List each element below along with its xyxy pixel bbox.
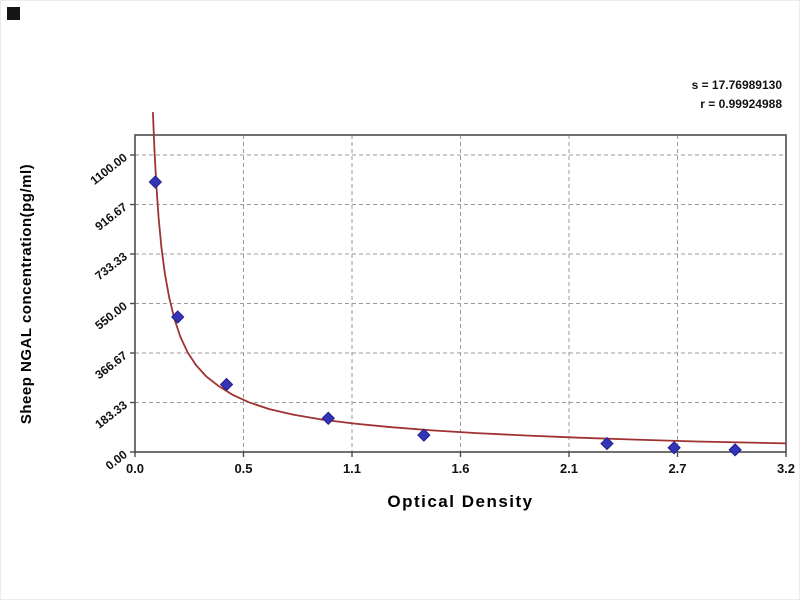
data-point-marker <box>667 441 681 455</box>
fit-curve-line <box>152 112 787 445</box>
x-tick-label: 2.7 <box>668 461 686 476</box>
data-point-marker <box>600 436 614 451</box>
data-point-marker <box>321 411 335 425</box>
x-axis-title: Optical Density <box>387 492 534 511</box>
fit-parameter-s: s = 17.76989130 <box>691 78 782 92</box>
corner-mark <box>7 7 20 20</box>
y-tick-label: 550.00 <box>92 299 130 333</box>
x-tick-label: 0.5 <box>234 461 252 476</box>
y-tick-label: 183.33 <box>92 398 130 432</box>
x-tick-label: 0.0 <box>126 461 144 476</box>
data-point-marker <box>728 443 742 457</box>
y-tick-label: 366.67 <box>92 348 130 382</box>
data-point-marker <box>171 310 185 324</box>
data-point-marker <box>148 175 163 189</box>
y-tick-label: 1100.00 <box>88 150 131 188</box>
x-tick-label: 2.1 <box>560 461 578 476</box>
y-tick-label: 733.33 <box>92 249 130 283</box>
data-point-marker <box>219 377 234 392</box>
x-tick-label: 3.2 <box>777 461 795 476</box>
plot-border <box>134 134 787 453</box>
fit-parameter-r: r = 0.99924988 <box>700 97 782 111</box>
data-point-marker <box>417 428 431 442</box>
x-tick-label: 1.1 <box>343 461 361 476</box>
y-tick-label: 916.67 <box>92 200 130 234</box>
x-tick-label: 1.6 <box>451 461 469 476</box>
